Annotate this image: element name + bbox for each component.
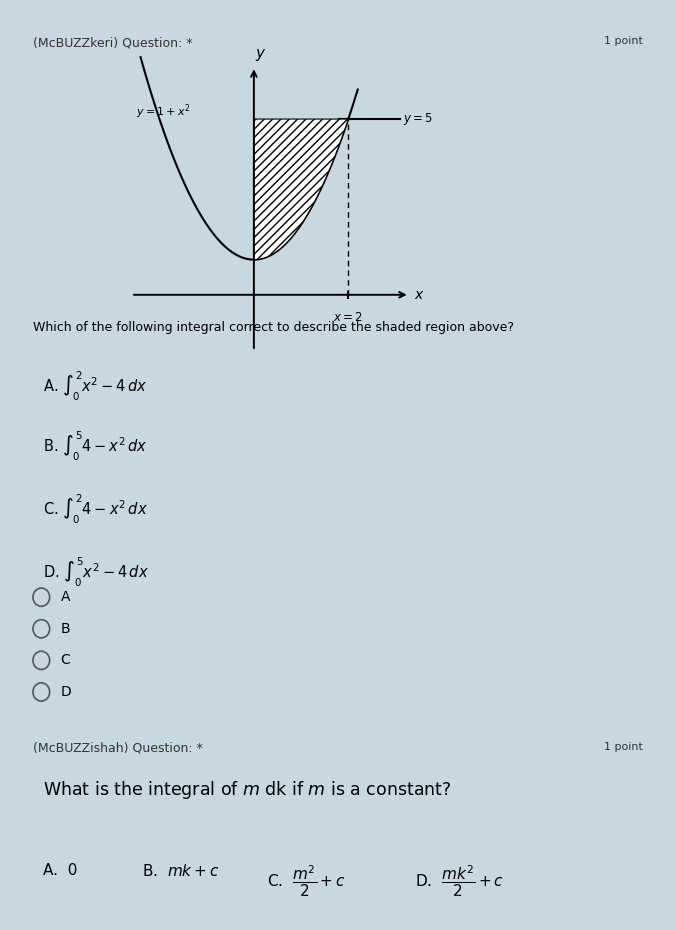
Text: (McBUZZkeri) Question: *: (McBUZZkeri) Question: * xyxy=(33,36,193,49)
Text: B. $\int_0^5 4 - x^2\,dx$: B. $\int_0^5 4 - x^2\,dx$ xyxy=(43,430,147,463)
Text: C.  $\dfrac{m^2}{2} + c$: C. $\dfrac{m^2}{2} + c$ xyxy=(268,863,346,898)
Polygon shape xyxy=(254,119,348,259)
Text: C: C xyxy=(61,654,70,668)
Text: $x$: $x$ xyxy=(414,287,425,302)
Text: 1 point: 1 point xyxy=(604,742,643,751)
Text: D: D xyxy=(61,685,72,699)
Text: A: A xyxy=(61,591,70,604)
Text: $y = 5$: $y = 5$ xyxy=(403,111,433,127)
Text: Which of the following integral correct to describe the shaded region above?: Which of the following integral correct … xyxy=(33,321,514,334)
Text: $x=2$: $x=2$ xyxy=(333,311,363,324)
Text: $y = 1+x^2$: $y = 1+x^2$ xyxy=(136,102,191,121)
Text: B: B xyxy=(61,622,70,636)
Text: C. $\int_0^2 4 - x^2\,dx$: C. $\int_0^2 4 - x^2\,dx$ xyxy=(43,493,147,526)
Text: 1 point: 1 point xyxy=(604,36,643,47)
Text: $y$: $y$ xyxy=(255,46,267,63)
Text: (McBUZZishah) Question: *: (McBUZZishah) Question: * xyxy=(33,742,203,755)
Text: D. $\int_0^5 x^2 - 4\,dx$: D. $\int_0^5 x^2 - 4\,dx$ xyxy=(43,556,149,589)
Text: B.  $mk + c$: B. $mk + c$ xyxy=(142,863,220,879)
Text: A. $\int_0^2 x^2 - 4\,dx$: A. $\int_0^2 x^2 - 4\,dx$ xyxy=(43,370,147,403)
Text: A.  0: A. 0 xyxy=(43,863,77,878)
Text: What is the integral of $m$ dk if $m$ is a constant?: What is the integral of $m$ dk if $m$ is… xyxy=(43,779,451,802)
Text: D.  $\dfrac{mk^2}{2} + c$: D. $\dfrac{mk^2}{2} + c$ xyxy=(415,863,504,898)
